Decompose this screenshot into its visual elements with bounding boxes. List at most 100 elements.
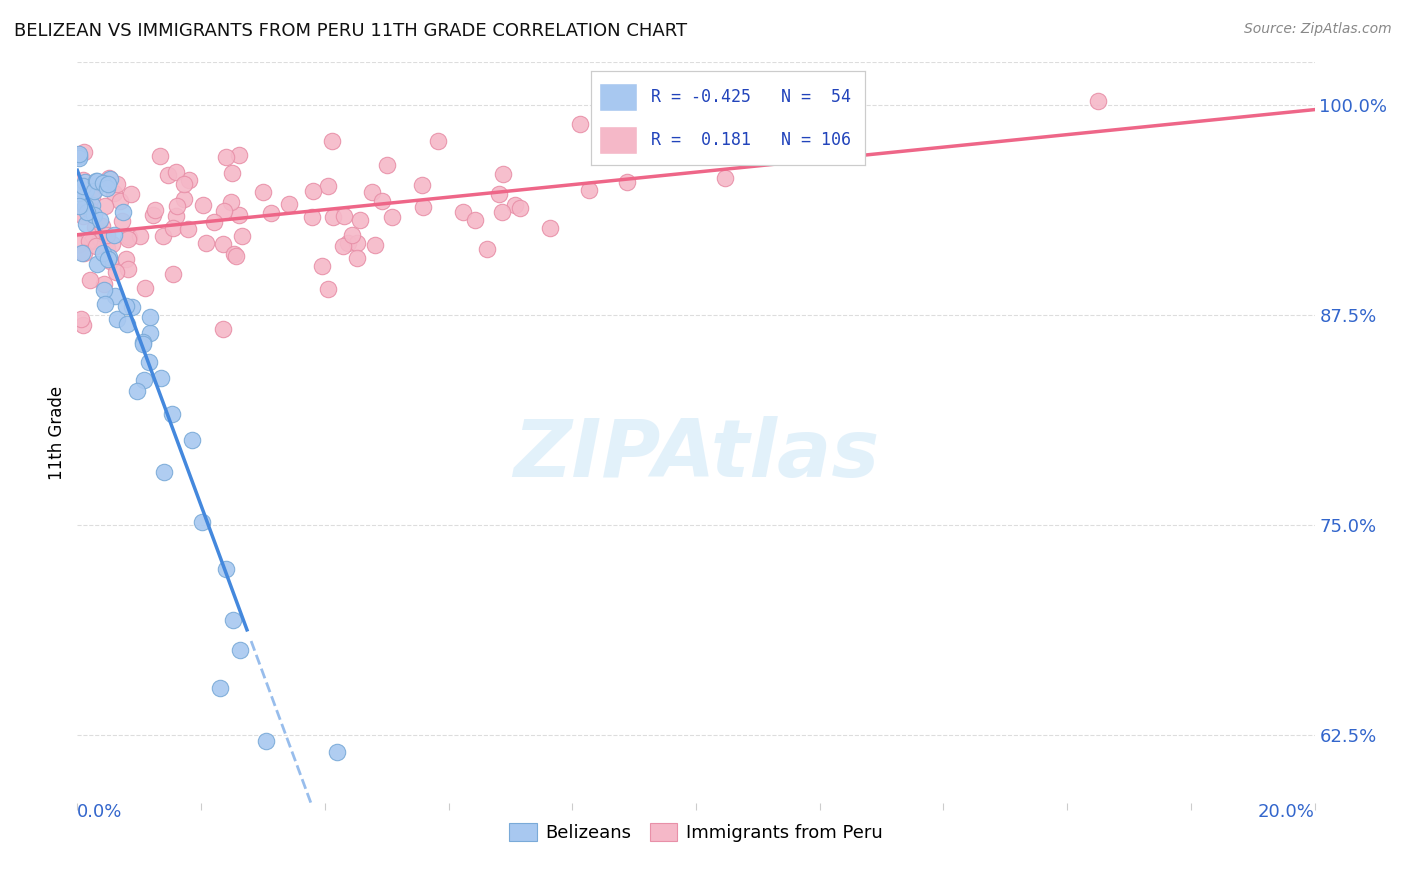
Point [82,234,104,248]
Point [616,175,638,189]
Text: 20.0%: 20.0% [1258,803,1315,821]
Point [316,178,339,193]
Text: Source: ZipAtlas.com: Source: ZipAtlas.com [1244,22,1392,37]
Point [190,515,212,529]
Point [713,171,735,186]
Point [91,176,114,190]
Y-axis label: 11th Grade: 11th Grade [48,385,66,480]
Point [377,158,399,172]
Point [138,355,160,369]
Point [214,204,236,219]
Point [104,289,127,303]
Point [143,203,166,218]
Point [93,297,115,311]
Point [252,185,274,199]
Point [302,184,325,198]
Text: R =  0.181   N = 106: R = 0.181 N = 106 [651,131,851,149]
Point [103,186,125,200]
Point [322,210,344,224]
Point [72,209,94,223]
Point [128,228,150,243]
Point [75,217,97,231]
Point [225,249,247,263]
Point [212,322,235,336]
Point [112,205,135,219]
Point [332,238,354,252]
Point [412,200,434,214]
Point [67,147,90,161]
Point [67,198,90,212]
Point [96,227,118,242]
Point [86,257,108,271]
Point [346,251,368,265]
Point [84,174,107,188]
Text: R = -0.425   N =  54: R = -0.425 N = 54 [651,87,851,105]
Point [108,194,131,208]
Point [229,643,252,657]
Point [120,186,142,201]
Point [173,192,195,206]
FancyBboxPatch shape [599,83,637,111]
Point [195,235,218,250]
Point [578,182,600,196]
Point [83,208,105,222]
Point [114,299,136,313]
Point [86,174,108,188]
Point [97,252,120,266]
Text: BELIZEAN VS IMMIGRANTS FROM PERU 11TH GRADE CORRELATION CHART: BELIZEAN VS IMMIGRANTS FROM PERU 11TH GR… [14,22,688,40]
Point [349,213,371,227]
Point [301,210,323,224]
Point [97,250,120,264]
Point [79,185,101,199]
Point [98,170,121,185]
Point [127,384,149,399]
Point [191,198,214,212]
Point [73,175,96,189]
Point [370,194,392,209]
Point [132,373,155,387]
Point [97,178,120,192]
Point [91,245,114,260]
Point [84,220,107,235]
Point [67,181,90,195]
Point [73,246,96,260]
Point [254,733,277,747]
Point [509,201,531,215]
Point [82,198,104,212]
Point [228,208,250,222]
Point [84,239,107,253]
Point [103,228,125,243]
Point [91,219,114,234]
Point [209,681,232,695]
Point [451,205,474,219]
Point [538,221,561,235]
Point [138,326,160,340]
Point [173,178,195,192]
Point [316,282,339,296]
Point [67,151,90,165]
FancyBboxPatch shape [599,126,637,153]
Point [72,179,94,194]
Point [1087,94,1109,108]
Point [492,167,515,181]
Point [83,184,105,198]
Point [96,180,118,194]
Point [157,169,180,183]
Point [67,205,90,219]
Point [111,214,134,228]
Point [505,197,527,211]
Point [93,283,115,297]
Point [121,301,143,315]
Point [231,228,253,243]
Point [117,232,139,246]
Point [326,745,349,759]
Point [222,614,245,628]
Point [134,280,156,294]
Text: 0.0%: 0.0% [77,803,122,821]
Point [79,202,101,217]
Point [73,199,96,213]
Point [117,261,139,276]
Point [131,337,153,351]
Point [162,267,184,281]
Point [340,228,363,243]
